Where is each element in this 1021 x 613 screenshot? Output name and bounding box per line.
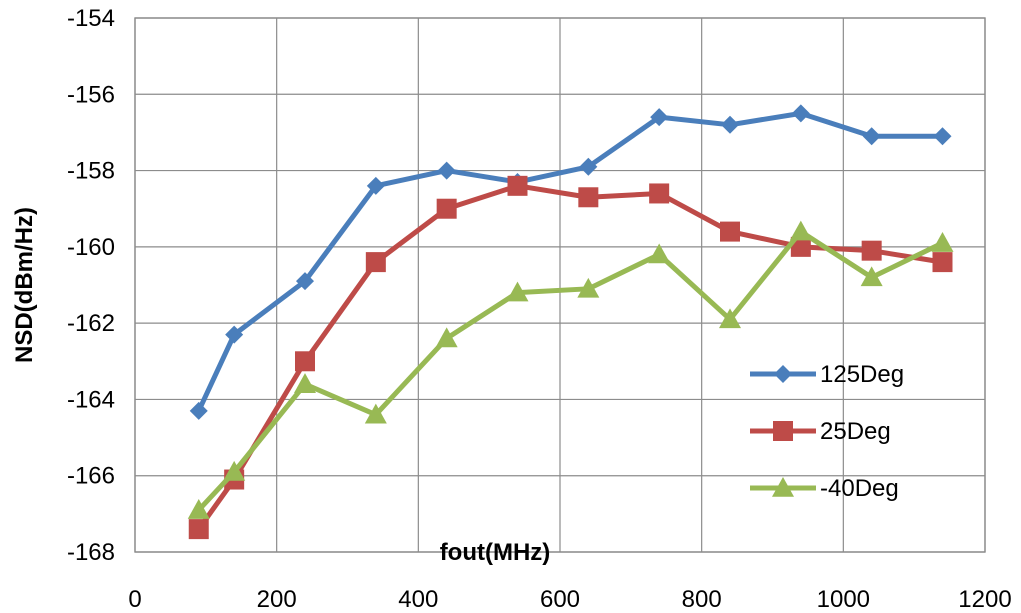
series-line	[196, 229, 944, 512]
x-tick-label: 1000	[817, 586, 870, 613]
y-tick-label: -160	[67, 234, 115, 261]
triangle-marker	[223, 460, 246, 481]
diamond-marker	[862, 127, 881, 146]
triangle-marker	[577, 277, 600, 298]
triangle-marker	[931, 232, 954, 252]
triangle-marker	[719, 308, 741, 329]
diamond-marker	[579, 157, 598, 176]
square-marker	[295, 351, 315, 372]
diamond-marker	[366, 176, 385, 195]
x-tick-labels: 0 200 400 600 800 1000 1200	[128, 586, 1011, 613]
series-line	[196, 110, 943, 412]
square-marker	[861, 240, 882, 261]
y-tick-labels: -154 -156 -158 -160 -162 -164 -166 -168	[67, 5, 115, 566]
x-tick-label: 800	[682, 586, 722, 613]
x-axis-title: fout(MHz)	[440, 539, 551, 566]
triangle-marker	[648, 243, 671, 264]
y-tick-label: -166	[67, 463, 115, 490]
legend-label: -40Deg	[820, 475, 899, 502]
square-marker	[188, 519, 209, 540]
diamond-marker	[189, 401, 208, 420]
series-line	[196, 183, 943, 531]
triangle-marker	[772, 477, 794, 497]
triangle-marker	[435, 327, 458, 348]
y-tick-label: -154	[67, 5, 115, 32]
triangle-marker	[187, 499, 210, 519]
legend-label: 125Deg	[820, 361, 904, 388]
diamond-marker	[225, 325, 244, 344]
square-marker	[436, 198, 457, 219]
legend: 125Deg 25Deg -40Deg	[750, 361, 904, 502]
diamond-marker	[296, 272, 314, 291]
square-marker	[790, 236, 811, 257]
square-marker	[507, 175, 528, 196]
y-tick-label: -164	[67, 386, 115, 413]
x-tick-label: 200	[257, 586, 297, 613]
legend-item: 125Deg	[750, 361, 904, 388]
diamond-marker	[721, 115, 739, 134]
square-marker	[932, 252, 953, 273]
triangle-marker	[364, 403, 387, 424]
series-lines	[187, 104, 954, 540]
square-marker	[578, 187, 599, 208]
y-tick-label: -162	[67, 310, 115, 337]
legend-item: 25Deg	[750, 418, 891, 445]
triangle-marker	[506, 281, 529, 302]
y-tick-label: -156	[67, 81, 115, 108]
legend-label: 25Deg	[820, 418, 891, 445]
x-tick-label: 0	[128, 586, 141, 613]
y-tick-label: -158	[67, 158, 115, 185]
triangle-marker	[860, 266, 883, 287]
plot-frame	[134, 17, 986, 553]
grid-lines	[134, 17, 986, 553]
series--40Deg	[187, 220, 954, 519]
y-axis-title: NSD(dBm/Hz)	[11, 207, 38, 363]
square-marker	[649, 183, 670, 204]
x-tick-label: 600	[540, 586, 580, 613]
triangle-marker	[294, 373, 316, 393]
diamond-marker	[774, 365, 792, 383]
y-tick-label: -168	[67, 539, 115, 566]
triangle-marker	[789, 220, 812, 241]
square-marker	[365, 252, 386, 273]
plot-area-border	[134, 17, 986, 553]
square-marker	[773, 421, 793, 441]
diamond-marker	[933, 127, 952, 146]
diamond-marker	[650, 108, 669, 127]
diamond-marker	[437, 161, 456, 180]
x-tick-label: 400	[398, 586, 438, 613]
square-marker	[720, 221, 740, 242]
series-125Deg	[189, 104, 952, 420]
legend-item: -40Deg	[750, 475, 899, 502]
x-tick-label: 1200	[958, 586, 1011, 613]
diamond-marker	[791, 104, 810, 123]
